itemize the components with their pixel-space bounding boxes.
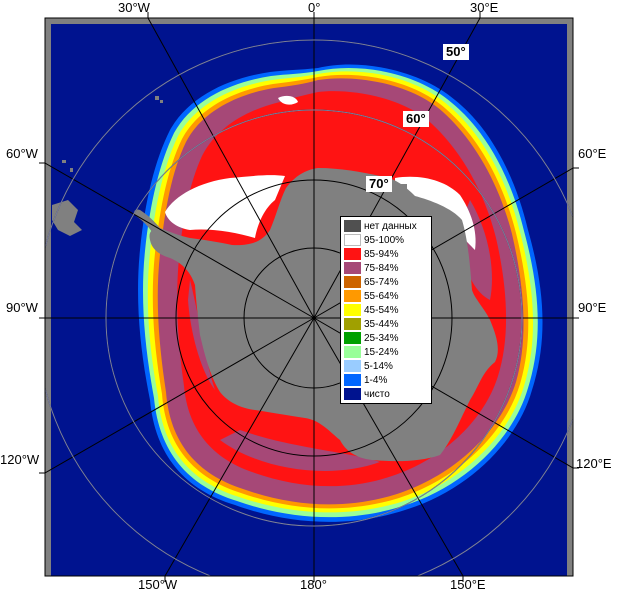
legend-label: 45-54% <box>364 304 399 316</box>
legend-label: 85-94% <box>364 248 399 260</box>
legend-item: 5-14% <box>344 360 393 372</box>
lat-label-70: 70° <box>366 176 392 192</box>
meridian-120w <box>45 317 315 474</box>
legend-label: 1-4% <box>364 374 388 386</box>
south-america-fragment <box>52 200 82 236</box>
lon-label-60e: 60°E <box>578 146 607 161</box>
legend-item: 45-54% <box>344 304 398 316</box>
legend-item: нет данных <box>344 220 417 232</box>
land-fragment <box>397 184 407 192</box>
lon-label-90w: 90°W <box>6 300 38 315</box>
legend-label: 55-64% <box>364 290 399 302</box>
lat-label-60: 60° <box>403 111 429 127</box>
lon-label-120e: 120°E <box>576 456 612 471</box>
lon-label-60w: 60°W <box>6 146 38 161</box>
legend-swatch <box>344 290 361 302</box>
legend-item: 35-44% <box>344 318 398 330</box>
legend-item: 65-74% <box>344 276 398 288</box>
land-speck-3 <box>155 96 159 100</box>
legend-label: 25-34% <box>364 332 399 344</box>
map-border-strip-right <box>567 18 573 576</box>
legend-swatch <box>344 346 361 358</box>
legend: нет данных 95-100% 85-94% 75-84% 65-74% 55-64… <box>340 216 432 404</box>
legend-label: 65-74% <box>364 276 399 288</box>
meridian-150e <box>313 317 464 576</box>
legend-swatch <box>344 234 361 246</box>
legend-item: 1-4% <box>344 374 387 386</box>
meridian-150w <box>164 317 315 576</box>
legend-item: 25-34% <box>344 332 398 344</box>
legend-swatch <box>344 276 361 288</box>
land-speck-1 <box>62 160 66 163</box>
lat-circle-60-light <box>105 109 523 527</box>
lat-circle-50-light <box>45 39 573 576</box>
lon-label-30w: 30°W <box>118 0 150 15</box>
lon-label-90e: 90°E <box>578 300 607 315</box>
map-border-strip <box>45 18 573 24</box>
legend-label: 95-100% <box>364 234 405 246</box>
legend-swatch <box>344 262 361 274</box>
legend-item: 95-100% <box>344 234 404 246</box>
lon-label-180: 180° <box>300 577 327 592</box>
legend-label: чисто <box>364 388 390 400</box>
ice-95-100-weddell <box>165 175 285 238</box>
legend-swatch <box>344 374 361 386</box>
legend-label: нет данных <box>364 220 417 232</box>
legend-label: 75-84% <box>364 262 399 274</box>
legend-item: 15-24% <box>344 346 398 358</box>
map-frame <box>44 17 574 577</box>
ice-75-84-inner-south <box>220 430 380 471</box>
antarctic-peninsula <box>134 209 160 232</box>
legend-swatch <box>344 360 361 372</box>
legend-item: 75-84% <box>344 262 398 274</box>
map-border-strip-left <box>45 18 51 576</box>
legend-swatch <box>344 248 361 260</box>
lon-label-30e: 30°E <box>470 0 499 15</box>
legend-swatch <box>344 304 361 316</box>
ice-95-100-patch <box>278 95 298 105</box>
legend-item: 85-94% <box>344 248 398 260</box>
legend-label: 35-44% <box>364 318 399 330</box>
legend-item: чисто <box>344 388 390 400</box>
meridian-30w <box>147 18 315 319</box>
meridian-60w <box>45 162 315 319</box>
lon-label-150w: 150°W <box>138 577 178 592</box>
legend-swatch <box>344 318 361 330</box>
land-speck-4 <box>160 100 163 103</box>
legend-swatch <box>344 388 361 400</box>
legend-swatch <box>344 332 361 344</box>
lon-label-120w: 120°W <box>0 452 40 467</box>
lat-label-50: 50° <box>443 44 469 60</box>
legend-swatch <box>344 220 361 232</box>
legend-label: 5-14% <box>364 360 393 372</box>
lon-label-150e: 150°E <box>450 577 486 592</box>
legend-item: 55-64% <box>344 290 398 302</box>
legend-label: 15-24% <box>364 346 399 358</box>
lon-label-0: 0° <box>308 0 321 15</box>
land-speck-2 <box>70 168 73 172</box>
